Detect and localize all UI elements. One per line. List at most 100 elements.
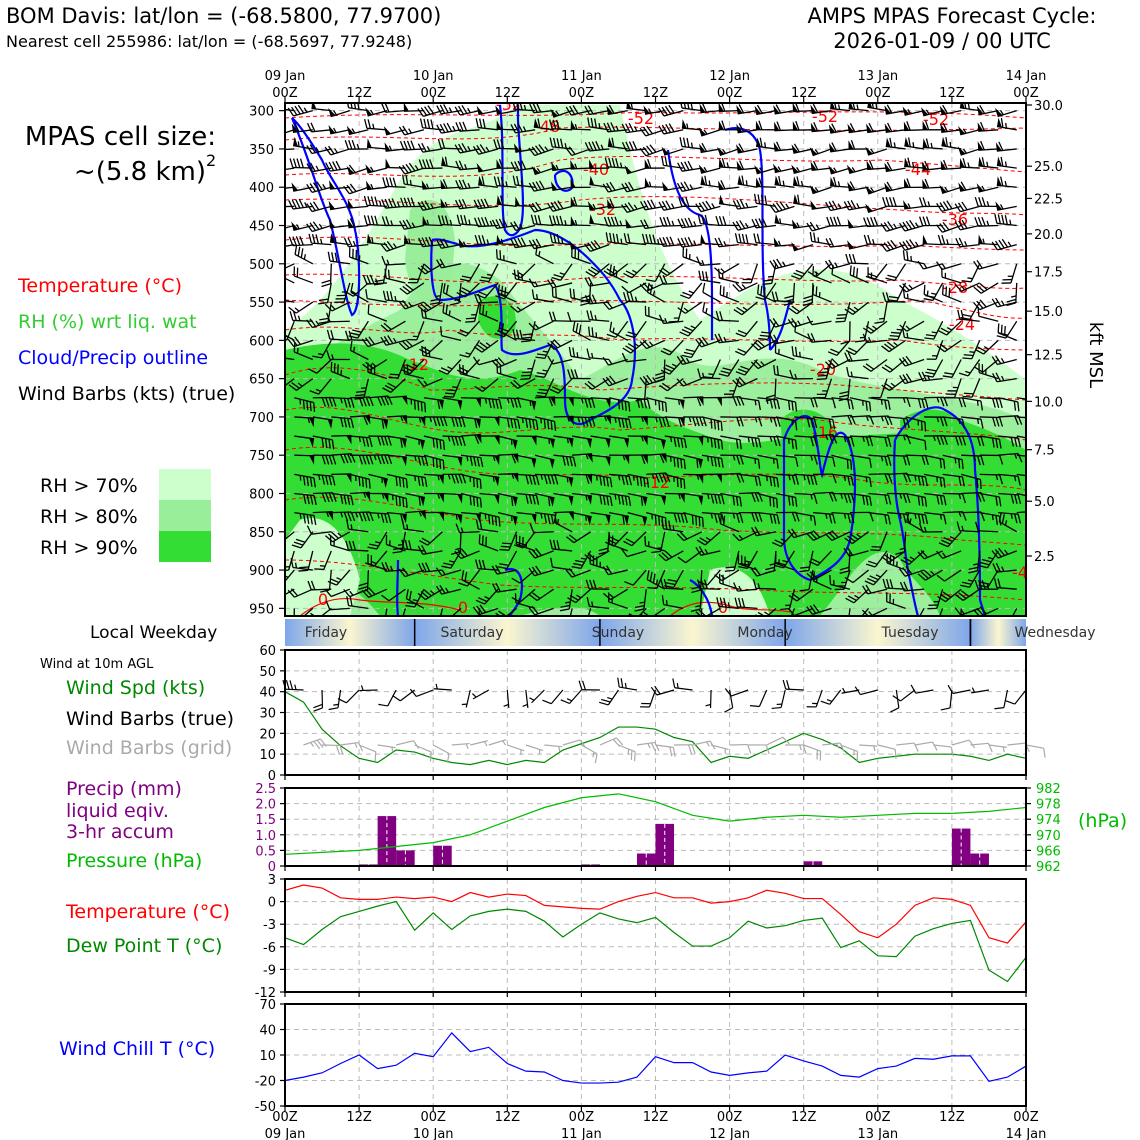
wind-barb [748, 744, 770, 755]
wind-barb [769, 317, 795, 328]
wind-barb [528, 320, 554, 331]
wind-barb [699, 142, 721, 154]
wind-barb [378, 689, 397, 707]
wind-barb [697, 214, 721, 227]
wind-barb [940, 159, 962, 170]
wind-barb [402, 608, 407, 616]
wind-barb [318, 282, 332, 305]
wind-barb [720, 416, 744, 427]
wind-barb [825, 237, 851, 248]
wind-barb [862, 358, 888, 372]
wind-barb [308, 359, 332, 374]
wind-barb [848, 139, 869, 150]
y-tick: 2.0 [255, 798, 276, 813]
wind-barb [865, 185, 888, 195]
wind-barb [849, 473, 872, 488]
wind-barb [433, 683, 452, 691]
wind-barb [570, 159, 591, 170]
top-hour-tick: 12Z [346, 86, 372, 101]
wind-barb [785, 744, 807, 755]
wind-barb [606, 104, 628, 116]
wind-barb [493, 139, 517, 150]
surface-barbs-true [282, 677, 1027, 713]
wind-barb [361, 587, 388, 598]
wind-barb [939, 608, 944, 616]
wind-barb [682, 340, 703, 359]
wind-barb [937, 588, 962, 603]
rh80-label: RH > 80% [40, 506, 138, 528]
wind-barb [865, 203, 888, 213]
wind-barb [478, 608, 481, 616]
wind-barb [621, 548, 647, 558]
wind-barb [885, 137, 906, 150]
wind-barb [845, 253, 869, 265]
wind-barb [423, 454, 445, 470]
wind-barb [551, 161, 573, 172]
weekday-segment [285, 619, 415, 646]
wind-barb [285, 531, 295, 541]
bottom-hour-tick: 12Z [643, 1110, 669, 1125]
wind-barb [498, 453, 519, 464]
wind-barb [435, 584, 462, 595]
wind-barb [677, 301, 703, 314]
wind-barb [741, 263, 759, 284]
wind-barb [609, 511, 629, 526]
bottom-hour-tick: 12Z [791, 1110, 817, 1125]
wind-barb [330, 361, 351, 380]
wind-barb [774, 213, 795, 227]
wind-barb [623, 263, 647, 279]
wind-barb [602, 375, 628, 387]
wind-barb [960, 473, 982, 489]
wind-barb [285, 186, 295, 189]
wind-barb [403, 364, 425, 380]
wind-barb [479, 492, 500, 505]
wind-barb [567, 369, 591, 380]
wind-barb [388, 359, 407, 379]
y-tick: 0 [268, 860, 276, 875]
wind-barb [328, 108, 351, 118]
wind-barb [324, 301, 351, 312]
wind-barb [603, 122, 628, 133]
wind-barb [812, 416, 836, 429]
wind-barb [835, 301, 851, 323]
top-hour-tick: 00Z [569, 86, 595, 101]
wind-barb [439, 608, 444, 616]
temp-label: -52 [812, 107, 838, 126]
wind-barb [423, 473, 444, 485]
wind-barb [363, 118, 387, 131]
wind-barb [646, 492, 667, 506]
wind-barb [887, 454, 911, 466]
wind-barb [493, 176, 517, 188]
rh70-swatch [159, 469, 211, 500]
wind-barb [285, 106, 295, 112]
wind-barb [753, 193, 777, 208]
wind-barb [658, 200, 684, 211]
wind-barb [977, 121, 999, 132]
panel-border [284, 649, 1027, 776]
wind-barb [698, 127, 721, 137]
wind-barb [810, 122, 832, 133]
wind-barb [386, 454, 407, 467]
wind-barb [646, 472, 671, 483]
wind-barb [547, 355, 573, 365]
wind-barb [291, 122, 313, 134]
wind-barb [569, 240, 591, 250]
wind-barb [417, 545, 443, 555]
wind-barb [995, 141, 1017, 152]
wind-barb [549, 119, 573, 131]
wind-barb [793, 176, 814, 188]
wind-barb [788, 301, 814, 315]
wind-barb [940, 122, 962, 133]
wind-barb [589, 159, 610, 170]
wind-barb [664, 435, 687, 449]
wind-barb [720, 511, 744, 524]
wind-barb [736, 160, 758, 171]
wind-barb [733, 582, 758, 592]
wind-barb [639, 339, 666, 350]
pressure-tick: 978 [1036, 798, 1061, 813]
height-tick: 12.5 [1034, 349, 1063, 364]
wind-barbs-grid-legend: Wind Barbs (grid) [66, 737, 232, 759]
wind-barb [479, 416, 500, 427]
wind-barb [791, 143, 814, 154]
wind-barb [808, 550, 832, 566]
